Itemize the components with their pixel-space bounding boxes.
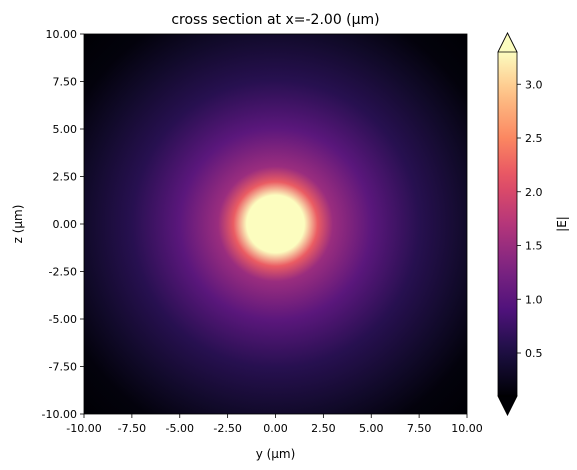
colorbar-label: |E| [555, 216, 569, 232]
y-tick-label: 7.50 [53, 76, 78, 89]
y-tick-label: 10.00 [46, 28, 78, 41]
x-axis-ticks: -10.00 -7.50 -5.00 -2.50 0.00 2.50 5.00 7.50 10.… [66, 414, 483, 435]
y-tick-label: -7.50 [49, 361, 77, 374]
x-tick-label: 7.50 [407, 422, 432, 435]
colorbar-outline [497, 32, 518, 416]
colorbar-tick-label: 2.0 [525, 186, 543, 199]
x-tick-label: -7.50 [118, 422, 146, 435]
x-axis-label: y (µm) [256, 447, 296, 461]
y-tick-label: 0.00 [53, 218, 78, 231]
colorbar-tick-label: 2.5 [525, 132, 543, 145]
colorbar-tick-label: 1.5 [525, 240, 543, 253]
y-tick-label: 5.00 [53, 123, 78, 136]
y-axis-ticks: 10.00 7.50 5.00 2.50 0.00 -2.50 -5.00 -7.50 -10.… [42, 28, 84, 421]
y-tick-label: -2.50 [49, 266, 77, 279]
colorbar-tick-label: 3.0 [525, 78, 543, 91]
colorbar-tick-label: 0.5 [525, 347, 543, 360]
x-tick-label: 5.00 [359, 422, 384, 435]
x-tick-label: 0.00 [263, 422, 288, 435]
x-tick-label: 2.50 [311, 422, 336, 435]
colorbar-extend-top [497, 32, 518, 53]
chart-title: cross section at x=-2.00 (µm) [171, 12, 379, 28]
colorbar-body [498, 52, 517, 396]
y-axis-label: z (µm) [11, 205, 25, 244]
x-tick-label: -10.00 [66, 422, 101, 435]
colorbar-ticks: 3.0 2.5 2.0 1.5 1.0 0.5 [517, 78, 543, 360]
colorbar-tick-label: 1.0 [525, 293, 543, 306]
x-tick-label: -2.50 [213, 422, 241, 435]
colorbar: 3.0 2.5 2.0 1.5 1.0 0.5 |E| [497, 32, 569, 416]
colorbar-extend-bottom [497, 395, 518, 416]
y-tick-label: 2.50 [53, 171, 78, 184]
x-tick-label: 10.00 [451, 422, 483, 435]
heatmap-field [84, 34, 467, 414]
x-tick-label: -5.00 [166, 422, 194, 435]
y-tick-label: -5.00 [49, 313, 77, 326]
y-tick-label: -10.00 [42, 408, 77, 421]
